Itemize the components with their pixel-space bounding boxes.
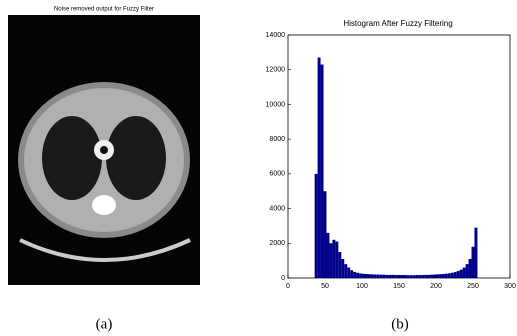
bar <box>356 273 359 278</box>
bar <box>371 274 374 278</box>
bar <box>406 275 409 278</box>
bar <box>326 233 329 278</box>
bar <box>321 65 324 278</box>
x-tick-label: 50 <box>321 283 329 290</box>
y-tick-label: 10000 <box>266 101 286 108</box>
page: Noise removed output for Fuzzy Filter (a… <box>0 0 517 336</box>
bar <box>377 275 380 278</box>
bar <box>374 275 377 278</box>
bar <box>353 272 356 278</box>
bar <box>338 252 341 278</box>
ct-image <box>8 15 200 285</box>
bar <box>436 274 439 278</box>
bar <box>415 275 418 278</box>
spine <box>92 195 116 215</box>
bar <box>472 247 475 278</box>
bar <box>469 259 472 278</box>
right-lung <box>106 116 166 200</box>
bar <box>315 174 318 278</box>
bar <box>427 275 430 278</box>
bar <box>445 274 448 278</box>
y-tick-label: 2000 <box>269 240 285 247</box>
bar <box>430 275 433 278</box>
bar <box>350 270 353 278</box>
bar <box>474 228 477 278</box>
bar <box>442 274 445 278</box>
bar <box>332 240 335 278</box>
bar <box>329 243 332 278</box>
x-tick-label: 200 <box>430 283 442 290</box>
caption: (b) <box>391 316 409 332</box>
chart-title: Histogram After Fuzzy Filtering <box>343 19 452 28</box>
bar <box>403 275 406 278</box>
x-tick-label: 150 <box>393 283 405 290</box>
bar <box>344 264 347 278</box>
bar <box>362 274 365 278</box>
y-tick-label: 0 <box>281 275 285 282</box>
bar <box>421 275 424 278</box>
bar <box>395 275 398 278</box>
x-tick-label: 100 <box>356 283 368 290</box>
bar <box>400 275 403 278</box>
trachea <box>100 146 108 154</box>
bar <box>448 273 451 278</box>
x-tick-label: 300 <box>504 283 516 290</box>
x-tick-label: 250 <box>467 283 479 290</box>
bar <box>318 58 321 278</box>
y-tick-label: 6000 <box>269 171 285 178</box>
bar <box>383 275 386 278</box>
bar <box>368 274 371 278</box>
y-tick-label: 14000 <box>266 32 286 39</box>
bar <box>412 275 415 278</box>
bar <box>433 275 436 278</box>
bar <box>424 275 427 278</box>
y-tick-label: 4000 <box>269 205 285 212</box>
bar <box>335 242 338 278</box>
bar <box>389 275 392 278</box>
bar <box>409 275 412 278</box>
left-lung <box>42 116 102 200</box>
bar <box>451 273 454 278</box>
bar <box>380 275 383 278</box>
bar <box>439 274 442 278</box>
bar <box>457 271 460 278</box>
bar <box>454 272 457 278</box>
bar <box>386 275 389 278</box>
bar <box>324 191 327 278</box>
bar <box>460 270 463 278</box>
bar <box>418 275 421 278</box>
bar <box>341 259 344 278</box>
x-tick-label: 0 <box>286 283 290 290</box>
bar <box>466 264 469 278</box>
bar <box>347 268 350 278</box>
bar <box>463 268 466 278</box>
bar <box>365 274 368 278</box>
image-title: Noise removed output for Fuzzy Filter <box>54 7 154 13</box>
caption: (a) <box>96 316 113 332</box>
bar <box>359 273 362 278</box>
y-tick-label: 12000 <box>266 67 286 74</box>
figure: Noise removed output for Fuzzy Filter (a… <box>0 0 517 336</box>
y-tick-label: 8000 <box>269 136 285 143</box>
bar <box>392 275 395 278</box>
